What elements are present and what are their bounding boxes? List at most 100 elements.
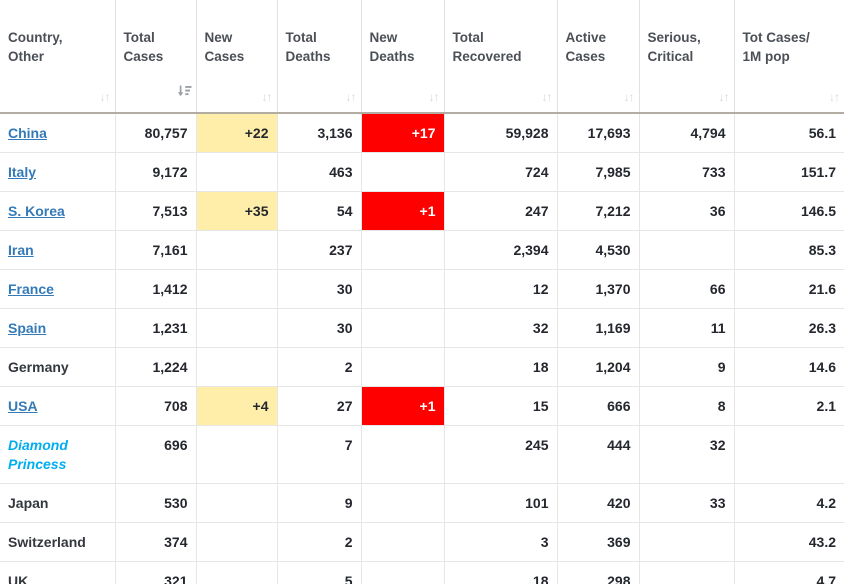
country-link[interactable]: Spain xyxy=(8,320,47,336)
cell-serious-critical: 733 xyxy=(638,152,734,192)
column-header-label: Total Cases xyxy=(123,30,164,64)
cell-total-deaths: 30 xyxy=(276,308,361,348)
column-header-label: Total Deaths xyxy=(285,30,331,64)
cell-total-cases: 7,513 xyxy=(114,191,196,231)
cell-total-recovered: 18 xyxy=(443,347,557,387)
table-row: Japan 530 9 101 420 33 4.2 xyxy=(0,483,844,523)
column-header[interactable]: New Cases ↓↑ xyxy=(195,0,277,114)
cell-new-cases xyxy=(195,522,277,562)
cell-cases-per-1m-pop: 151.7 xyxy=(733,152,844,192)
cell-total-recovered: 247 xyxy=(443,191,557,231)
cell-total-recovered: 724 xyxy=(443,152,557,192)
cell-total-deaths: 9 xyxy=(276,483,361,523)
column-header[interactable]: Total Cases xyxy=(114,0,196,114)
cell-cases-per-1m-pop: 43.2 xyxy=(733,522,844,562)
cell-new-deaths xyxy=(360,425,444,484)
sort-toggle-icon: ↓↑ xyxy=(541,90,553,104)
sort-toggle-icon: ↓↑ xyxy=(345,90,357,104)
cell-new-cases xyxy=(195,308,277,348)
cell-new-deaths: +17 xyxy=(360,113,444,153)
cell-total-recovered: 245 xyxy=(443,425,557,484)
column-header-label: Tot Cases/ 1M pop xyxy=(742,30,810,64)
cell-new-cases xyxy=(195,347,277,387)
cell-total-recovered: 18 xyxy=(443,561,557,584)
cell-country: Iran xyxy=(0,230,115,270)
cell-total-recovered: 2,394 xyxy=(443,230,557,270)
cell-serious-critical xyxy=(638,230,734,270)
cell-country: China xyxy=(0,113,115,153)
sort-toggle-icon: ↓↑ xyxy=(99,90,111,104)
sort-toggle-icon: ↓↑ xyxy=(623,90,635,104)
cell-country: France xyxy=(0,269,115,309)
cell-cases-per-1m-pop: 14.6 xyxy=(733,347,844,387)
cell-country: Japan xyxy=(0,483,115,523)
cell-new-cases: +35 xyxy=(195,191,277,231)
cell-total-deaths: 2 xyxy=(276,522,361,562)
column-header[interactable]: Country, Other ↓↑ xyxy=(0,0,115,114)
cell-active-cases: 17,693 xyxy=(556,113,639,153)
cell-new-cases xyxy=(195,269,277,309)
cell-active-cases: 1,169 xyxy=(556,308,639,348)
cell-total-cases: 1,231 xyxy=(114,308,196,348)
cell-cases-per-1m-pop: 56.1 xyxy=(733,113,844,153)
cell-serious-critical: 4,794 xyxy=(638,113,734,153)
cell-total-recovered: 3 xyxy=(443,522,557,562)
cell-country: Germany xyxy=(0,347,115,387)
sort-toggle-icon: ↓↑ xyxy=(428,90,440,104)
cell-total-cases: 708 xyxy=(114,386,196,426)
cell-total-deaths: 54 xyxy=(276,191,361,231)
cell-total-recovered: 15 xyxy=(443,386,557,426)
table-row: China 80,757 +22 3,136 +17 59,928 17,693… xyxy=(0,113,844,153)
sort-toggle-icon: ↓↑ xyxy=(829,90,840,104)
cell-active-cases: 298 xyxy=(556,561,639,584)
cell-total-cases: 80,757 xyxy=(114,113,196,153)
cell-active-cases: 1,204 xyxy=(556,347,639,387)
cell-cases-per-1m-pop: 4.7 xyxy=(733,561,844,584)
cell-cases-per-1m-pop: 21.6 xyxy=(733,269,844,309)
cell-total-deaths: 3,136 xyxy=(276,113,361,153)
cell-total-cases: 321 xyxy=(114,561,196,584)
table-row: Italy 9,172 463 724 7,985 733 151.7 xyxy=(0,152,844,192)
column-header[interactable]: New Deaths ↓↑ xyxy=(360,0,444,114)
cell-cases-per-1m-pop: 4.2 xyxy=(733,483,844,523)
cell-active-cases: 444 xyxy=(556,425,639,484)
country-link: UK xyxy=(8,573,29,584)
country-link[interactable]: China xyxy=(8,125,47,141)
cell-total-deaths: 7 xyxy=(276,425,361,484)
cell-cases-per-1m-pop xyxy=(733,425,844,484)
country-link[interactable]: Iran xyxy=(8,242,34,258)
cell-new-cases xyxy=(195,561,277,584)
column-header[interactable]: Active Cases ↓↑ xyxy=(556,0,639,114)
cell-total-cases: 1,224 xyxy=(114,347,196,387)
cell-total-deaths: 27 xyxy=(276,386,361,426)
column-header[interactable]: Tot Cases/ 1M pop ↓↑ xyxy=(733,0,844,114)
sort-desc-icon xyxy=(177,65,192,103)
sort-toggle-icon: ↓↑ xyxy=(718,90,730,104)
country-link: Germany xyxy=(8,359,69,375)
cell-serious-critical: 8 xyxy=(638,386,734,426)
column-header[interactable]: Total Recovered ↓↑ xyxy=(443,0,557,114)
cell-total-deaths: 237 xyxy=(276,230,361,270)
cell-total-cases: 696 xyxy=(114,425,196,484)
column-header[interactable]: Total Deaths ↓↑ xyxy=(276,0,361,114)
cell-active-cases: 1,370 xyxy=(556,269,639,309)
column-header[interactable]: Serious, Critical ↓↑ xyxy=(638,0,734,114)
cell-total-cases: 530 xyxy=(114,483,196,523)
cell-new-deaths xyxy=(360,483,444,523)
cell-active-cases: 369 xyxy=(556,522,639,562)
cell-total-deaths: 30 xyxy=(276,269,361,309)
cell-total-recovered: 12 xyxy=(443,269,557,309)
country-link[interactable]: France xyxy=(8,281,54,297)
table-row: France 1,412 30 12 1,370 66 21.6 xyxy=(0,269,844,309)
country-link[interactable]: Italy xyxy=(8,164,37,180)
table-row: S. Korea 7,513 +35 54 +1 247 7,212 36 14… xyxy=(0,191,844,231)
table-row: Switzerland 374 2 3 369 43.2 xyxy=(0,522,844,562)
cell-new-cases xyxy=(195,483,277,523)
cell-cases-per-1m-pop: 26.3 xyxy=(733,308,844,348)
cell-total-cases: 374 xyxy=(114,522,196,562)
cell-new-deaths xyxy=(360,347,444,387)
cell-country: S. Korea xyxy=(0,191,115,231)
country-link[interactable]: USA xyxy=(8,398,38,414)
country-link[interactable]: S. Korea xyxy=(8,203,65,219)
cell-new-deaths xyxy=(360,561,444,584)
